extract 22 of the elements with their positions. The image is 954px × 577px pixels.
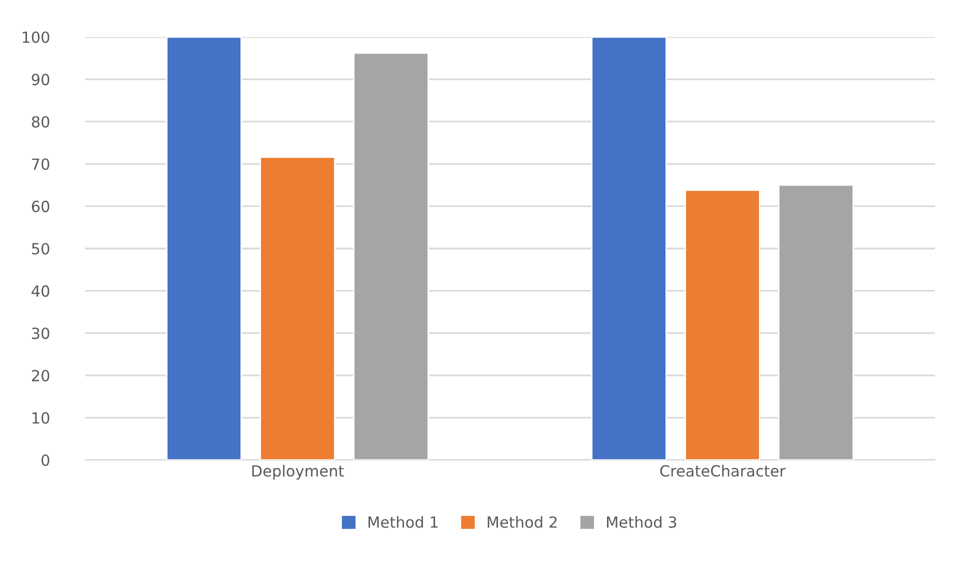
bar <box>778 184 854 460</box>
legend-label: Method 2 <box>488 516 557 528</box>
y-tick-label: 20 <box>32 370 50 382</box>
y-tick-label: 50 <box>32 242 50 255</box>
y-tick-label: 0 <box>42 454 50 466</box>
y-tick-label: 80 <box>32 116 50 128</box>
y-tick-label: 100 <box>22 31 50 44</box>
bar <box>353 52 429 460</box>
bar <box>684 189 760 460</box>
y-tick-label: 90 <box>32 74 50 86</box>
y-tick-label: 10 <box>32 412 50 424</box>
bar <box>591 37 667 460</box>
bar <box>260 156 336 460</box>
y-tick-label: 60 <box>32 200 50 212</box>
legend-label: Method 1 <box>368 516 438 528</box>
y-tick-label: 40 <box>32 285 50 297</box>
bar <box>166 37 242 460</box>
y-tick-label: 70 <box>32 158 50 170</box>
x-tick-label: Deployment <box>252 464 344 480</box>
legend-label: Method 3 <box>607 516 676 528</box>
y-tick-label: 30 <box>32 328 50 340</box>
x-tick-label: CreateCharacter <box>660 464 786 477</box>
